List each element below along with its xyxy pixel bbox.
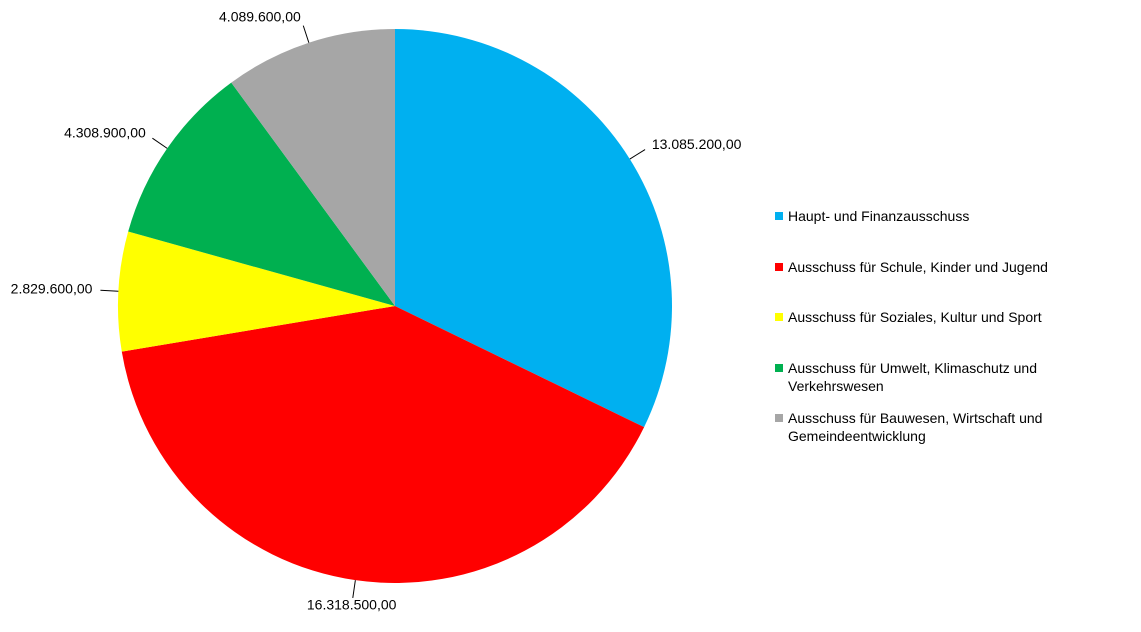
legend-item: Haupt- und Finanzausschuss — [775, 207, 1118, 225]
legend-swatch — [775, 212, 783, 220]
data-label: 2.829.600,00 — [11, 281, 93, 297]
legend-item: Ausschuss für Bauwesen, Wirtschaft und G… — [775, 409, 1118, 445]
leader-line — [629, 149, 646, 160]
legend-swatch — [775, 363, 783, 372]
pie-slice — [128, 82, 395, 306]
pie-slice — [121, 306, 645, 583]
data-label: 16.318.500,00 — [307, 597, 397, 613]
leader-line — [100, 289, 119, 292]
leader-line — [352, 580, 356, 599]
legend-item: Ausschuss für Schule, Kinder und Jugend — [775, 258, 1118, 276]
legend-swatch — [775, 414, 783, 422]
legend-swatch — [775, 313, 783, 321]
legend-label: Ausschuss für Umwelt, Klimaschutz und Ve… — [788, 359, 1037, 394]
pie-slice — [395, 29, 672, 428]
pie-slice — [231, 29, 395, 306]
data-label: 13.085.200,00 — [652, 136, 742, 152]
legend-label: Ausschuss für Bauwesen, Wirtschaft und G… — [788, 410, 1043, 444]
legend-label: Haupt- und Finanzausschuss — [788, 208, 970, 224]
leader-line — [302, 25, 310, 43]
legend-label: Ausschuss für Soziales, Kultur und Sport — [788, 309, 1042, 325]
data-label: 4.089.600,00 — [219, 9, 301, 25]
leader-line — [152, 137, 168, 149]
legend-label: Ausschuss für Schule, Kinder und Jugend — [788, 258, 1048, 275]
pie-slice — [117, 231, 395, 352]
data-label: 4.308.900,00 — [64, 124, 146, 140]
legend-item: Ausschuss für Umwelt, Klimaschutz und Ve… — [775, 359, 1118, 395]
legend-item: Ausschuss für Soziales, Kultur und Sport — [775, 308, 1118, 326]
legend-swatch — [775, 262, 783, 271]
